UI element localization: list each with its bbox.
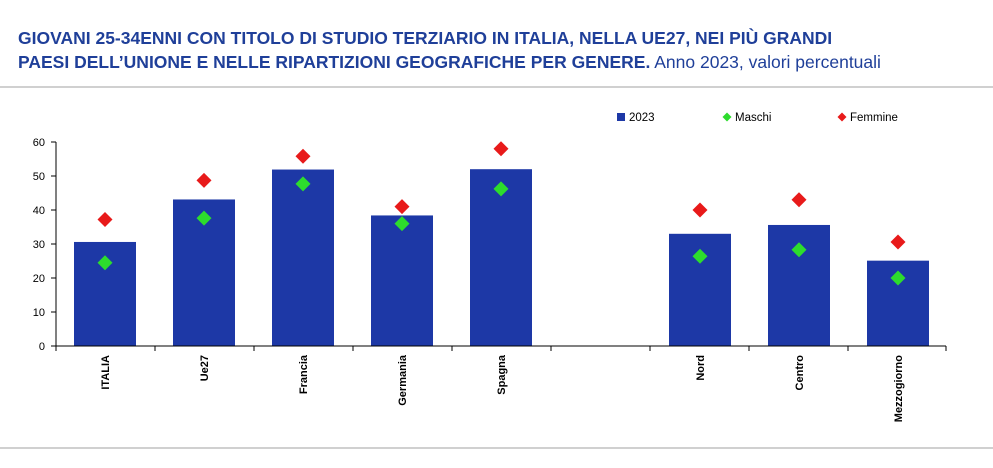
y-tick-label: 20 [33,273,45,285]
x-axis: ITALIA Ue27 Francia Germania Spagna Nord Centr… [55,345,947,422]
bar-2023-francia [272,169,334,346]
y-tick-label: 60 [33,137,45,149]
marker-femmine-germania [394,199,410,215]
legend-swatch-2023 [617,113,625,121]
legend-label: Maschi [735,112,771,124]
y-tick-label: 30 [33,239,45,251]
legend-label: 2023 [629,112,655,124]
marker-maschi-spagna [493,181,509,197]
markers [97,141,906,286]
marker-maschi-italia [97,255,113,271]
y-tick-label: 40 [33,205,45,217]
title-line-1: GIOVANI 25-34ENNI CON TITOLO DI STUDIO T… [18,28,833,48]
marker-maschi-francia [295,176,311,192]
x-tick-label: Spagna [496,354,508,395]
marker-maschi-mezzogiorno [890,270,906,286]
bar-2023-spagna [470,169,532,346]
marker-femmine-mezzogiorno [890,234,906,250]
x-tick-label: Mezzogiorno [893,355,905,422]
y-tick-label: 0 [39,341,45,353]
x-tick-label: ITALIA [100,355,112,390]
legend-swatch-maschi [722,112,732,122]
title-subtitle: Anno 2023, valori percentuali [650,52,881,72]
bar-2023-germania [371,215,433,346]
x-tick-label: Ue27 [199,355,211,381]
y-axis: 0 10 20 30 40 50 60 [33,137,57,353]
x-tick-label: Nord [695,355,707,381]
marker-maschi-germania [394,216,410,232]
marker-femmine-italia [97,212,113,228]
x-tick-label: Germania [397,354,409,406]
legend: 2023 Maschi Femmine [617,112,898,124]
legend-swatch-femmine [837,112,847,122]
marker-femmine-francia [295,148,311,164]
chart-title: GIOVANI 25-34ENNI CON TITOLO DI STUDIO T… [18,26,978,74]
title-line-2: PAESI DELL’UNIONE E NELLE RIPARTIZIONI G… [18,52,651,72]
marker-femmine-spagna [493,141,509,157]
x-tick-label: Centro [794,355,806,391]
bottom-divider [0,447,993,449]
marker-maschi-centro [791,242,807,258]
bars [74,169,929,346]
marker-femmine-nord [692,202,708,218]
marker-maschi-nord [692,248,708,264]
marker-femmine-ue27 [196,172,212,188]
legend-label: Femmine [850,112,898,124]
y-tick-label: 10 [33,307,45,319]
x-tick-label: Francia [298,354,310,394]
marker-femmine-centro [791,192,807,208]
marker-maschi-ue27 [196,210,212,226]
top-divider [0,86,993,88]
y-tick-label: 50 [33,171,45,183]
